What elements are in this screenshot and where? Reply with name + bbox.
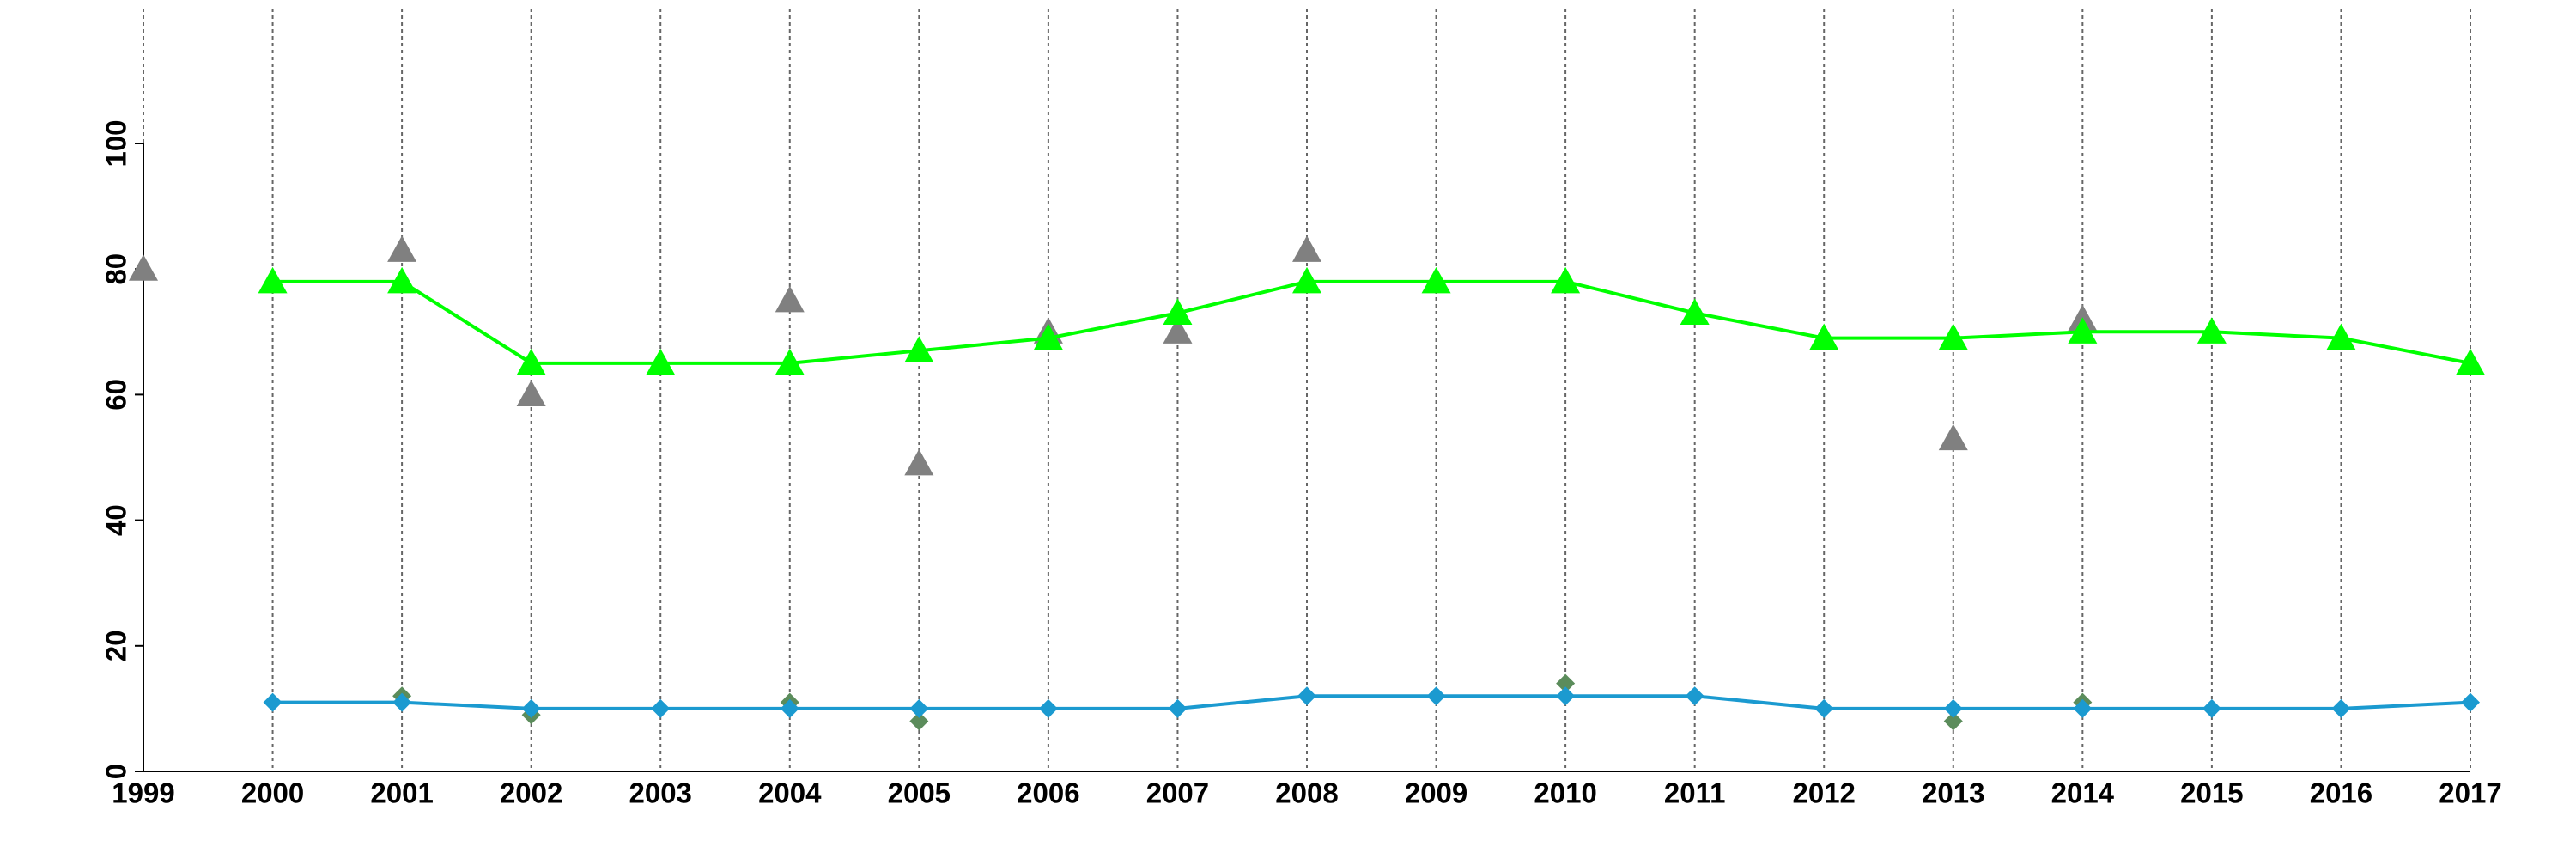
diamond-marker — [1426, 686, 1446, 706]
x-tick-label: 2001 — [370, 777, 433, 809]
x-tick-label: 2002 — [500, 777, 562, 809]
y-tick-label: 40 — [100, 504, 132, 536]
x-tick-label: 2013 — [1922, 777, 1984, 809]
y-tick-label: 80 — [100, 253, 132, 285]
diamond-marker — [263, 692, 283, 712]
triangle-marker — [1033, 323, 1063, 350]
triangle-marker — [904, 336, 934, 362]
triangle-marker — [775, 285, 805, 313]
diamond-marker — [2331, 698, 2351, 718]
y-tick-label: 100 — [100, 119, 132, 167]
x-tick-label: 2012 — [1793, 777, 1856, 809]
triangle-marker — [2196, 317, 2227, 344]
x-tick-label: 2011 — [1664, 777, 1726, 809]
triangle-marker — [775, 348, 805, 375]
diamond-marker — [1943, 698, 1963, 718]
x-tick-label: 1999 — [112, 777, 174, 809]
x-tick-label: 2004 — [758, 777, 822, 809]
series-line — [272, 279, 2471, 365]
triangle-marker — [1938, 323, 1968, 350]
triangle-marker — [387, 235, 417, 262]
triangle-marker — [1163, 298, 1193, 325]
diamond-marker — [1556, 686, 1576, 706]
triangle-marker — [1421, 266, 1451, 294]
triangle-marker — [2456, 348, 2485, 375]
triangle-marker — [129, 254, 158, 281]
diamond-marker — [1038, 698, 1058, 718]
x-tick-label: 2005 — [888, 777, 951, 809]
triangle-marker — [1938, 423, 1968, 451]
triangle-marker — [1809, 323, 1839, 350]
diamond-marker — [909, 711, 929, 731]
x-tick-label: 2014 — [2051, 777, 2115, 809]
triangle-marker — [516, 380, 546, 406]
x-tick-label: 2015 — [2180, 777, 2243, 809]
triangle-marker — [1163, 317, 1193, 344]
diamond-marker — [1556, 673, 1576, 693]
diamond-marker — [392, 692, 412, 712]
y-tick-label: 20 — [100, 630, 132, 661]
y-tick-label: 60 — [100, 379, 132, 411]
triangle-marker — [2068, 317, 2098, 344]
x-tick-label: 2006 — [1017, 777, 1079, 809]
series-line — [272, 694, 2471, 710]
x-tick-label: 2000 — [241, 777, 304, 809]
diamond-marker — [651, 698, 671, 718]
x-tick-label: 2007 — [1146, 777, 1209, 809]
triangle-marker — [1292, 235, 1321, 262]
triangle-marker — [258, 266, 288, 294]
diamond-marker — [521, 698, 541, 718]
diamond-marker — [1297, 686, 1316, 706]
y-tick-label: 0 — [100, 764, 132, 779]
x-tick-label: 2009 — [1405, 777, 1467, 809]
diamond-marker — [2461, 692, 2480, 712]
diamond-marker — [780, 698, 799, 718]
x-tick-label: 2017 — [2439, 777, 2501, 809]
x-tick-label: 2003 — [629, 777, 692, 809]
triangle-marker — [516, 348, 546, 375]
diamond-marker — [2202, 698, 2221, 718]
diamond-marker — [1168, 698, 1188, 718]
triangle-marker — [646, 348, 676, 375]
triangle-marker — [904, 448, 934, 476]
x-tick-label: 2008 — [1275, 777, 1338, 809]
diamond-marker — [1685, 686, 1704, 706]
triangle-marker — [1551, 266, 1581, 294]
diamond-marker — [2073, 698, 2093, 718]
triangle-marker — [387, 266, 417, 294]
diamond-marker — [1943, 711, 1963, 731]
diamond-marker — [909, 698, 929, 718]
triangle-marker — [1292, 266, 1321, 294]
triangle-marker — [1680, 298, 1710, 325]
x-tick-label: 2016 — [2310, 777, 2372, 809]
x-tick-label: 2010 — [1534, 777, 1596, 809]
triangle-marker — [2326, 323, 2356, 350]
diamond-marker — [1814, 698, 1834, 718]
